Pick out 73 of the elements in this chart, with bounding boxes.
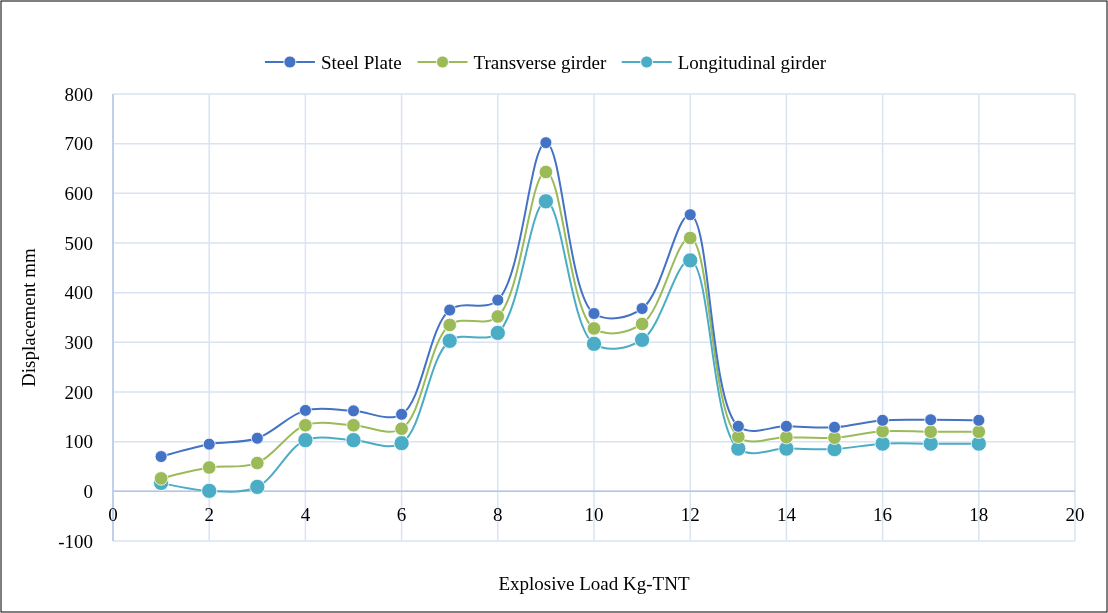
point <box>154 450 168 463</box>
x-tick-label: 10 <box>584 504 604 526</box>
point <box>586 335 602 352</box>
y-tick-label: 0 <box>83 480 93 502</box>
point <box>249 478 266 495</box>
point <box>634 316 650 332</box>
point <box>394 421 409 436</box>
y-tick-label: 500 <box>64 232 93 254</box>
x-tick-label: 12 <box>680 504 700 526</box>
point <box>299 403 312 417</box>
point <box>922 435 939 452</box>
y-tick-label: 100 <box>64 431 93 453</box>
x-tick-label: 2 <box>204 504 214 526</box>
point <box>538 164 554 180</box>
point <box>634 331 651 348</box>
point <box>297 432 314 449</box>
point <box>441 332 458 349</box>
point <box>923 424 938 439</box>
point <box>971 424 986 439</box>
point <box>683 208 697 222</box>
point <box>442 317 457 333</box>
y-axis-title: Displacement mm <box>18 247 39 387</box>
point <box>828 420 841 434</box>
y-tick-label: 300 <box>64 331 93 353</box>
point <box>731 419 745 433</box>
point <box>635 302 649 315</box>
point <box>682 252 699 269</box>
point <box>250 431 264 445</box>
point <box>202 460 217 475</box>
point <box>201 482 218 499</box>
legend-label: Longitudinal girder <box>677 51 827 73</box>
y-tick-label: 400 <box>64 282 93 304</box>
point <box>539 136 553 150</box>
x-tick-label: 0 <box>108 504 118 526</box>
point <box>924 413 938 427</box>
x-tick-label: 20 <box>1065 504 1085 526</box>
x-tick-label: 14 <box>776 504 797 526</box>
point <box>586 321 602 336</box>
x-tick-label: 18 <box>969 504 989 526</box>
legend-label: Transverse girder <box>473 51 607 73</box>
x-tick-label: 16 <box>873 504 893 526</box>
y-tick-label: 600 <box>64 182 93 204</box>
point <box>250 455 265 471</box>
y-tick-label: 700 <box>64 133 93 155</box>
y-tick-label: 800 <box>64 83 93 105</box>
point <box>443 303 457 317</box>
point <box>730 440 747 457</box>
point <box>874 435 891 452</box>
point <box>153 471 169 486</box>
point <box>780 419 793 433</box>
point <box>347 404 360 418</box>
point <box>393 435 410 452</box>
x-tick-label: 4 <box>300 504 311 526</box>
point <box>345 432 362 449</box>
y-tick-label: 200 <box>64 381 93 403</box>
point <box>972 413 986 427</box>
point <box>202 437 216 451</box>
point <box>491 293 505 307</box>
point <box>490 309 505 324</box>
point <box>489 324 506 341</box>
point <box>537 193 554 210</box>
point <box>587 307 601 320</box>
point <box>876 413 889 427</box>
point <box>346 418 361 433</box>
x-axis-title: Explosive Load Kg-TNT <box>498 573 690 594</box>
point <box>298 418 313 433</box>
point <box>970 435 987 452</box>
y-tick-label: -100 <box>58 530 93 552</box>
x-tick-label: 8 <box>493 504 503 526</box>
x-tick-label: 6 <box>396 504 407 526</box>
point <box>683 230 698 246</box>
legend-label: Steel Plate <box>320 51 402 73</box>
point <box>395 407 408 421</box>
